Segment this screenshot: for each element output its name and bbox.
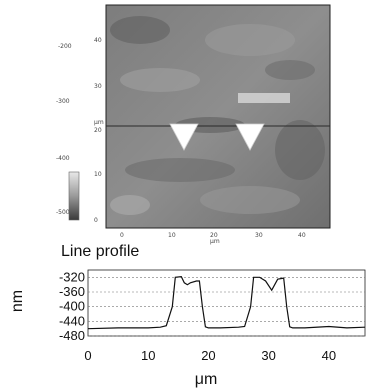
line-profile-chart: Line profile nm μm -320-360-400-440-480 … — [9, 243, 366, 388]
afm-image-panel: -200 -300 -400 -500 0 10 20 30 40 — [56, 4, 331, 245]
y-tick-label: -480 — [59, 328, 85, 343]
y-tick-label: -400 — [59, 299, 85, 314]
cursor-marker-left — [169, 123, 199, 151]
image-y-tick: 40 — [94, 37, 102, 44]
x-tick-label: 40 — [322, 348, 336, 363]
y-tick-label: -320 — [59, 269, 85, 284]
plot-frame — [87, 269, 366, 337]
cursor-marker-right — [235, 123, 265, 151]
image-y-unit: µm — [94, 119, 104, 126]
x-axis-label: μm — [195, 371, 218, 388]
colorbar-tick: -500 — [56, 209, 70, 216]
image-y-tick: 10 — [94, 171, 102, 178]
image-x-tick: 20 — [210, 232, 218, 239]
y-tick-label: -360 — [59, 284, 85, 299]
bright-feature — [238, 93, 290, 103]
colorbar-tick: -200 — [58, 43, 72, 50]
image-x-unit: µm — [210, 238, 220, 245]
image-y-tick: 20 — [94, 127, 102, 134]
image-y-tick: 30 — [94, 83, 102, 90]
profile-series-line — [87, 275, 366, 330]
x-tick-labels: 0 10 20 30 40 — [84, 348, 336, 363]
x-tick-label: 10 — [141, 348, 155, 363]
colorbar — [68, 171, 80, 221]
y-tick-labels: -320-360-400-440-480 — [59, 269, 85, 343]
y-axis-label: nm — [9, 290, 26, 312]
image-x-tick: 30 — [255, 232, 263, 239]
colorbar-tick: -400 — [56, 155, 70, 162]
x-tick-label: 20 — [201, 348, 215, 363]
image-y-tick: 0 — [94, 217, 98, 224]
image-x-tick: 10 — [168, 232, 176, 239]
y-tick-label: -440 — [59, 313, 85, 328]
surface-texture — [110, 16, 325, 215]
image-x-tick: 0 — [120, 232, 124, 239]
chart-title: Line profile — [61, 243, 139, 260]
x-tick-label: 30 — [261, 348, 275, 363]
x-tick-label: 0 — [84, 348, 91, 363]
colorbar-tick: -300 — [56, 98, 70, 105]
image-x-tick: 40 — [298, 232, 306, 239]
